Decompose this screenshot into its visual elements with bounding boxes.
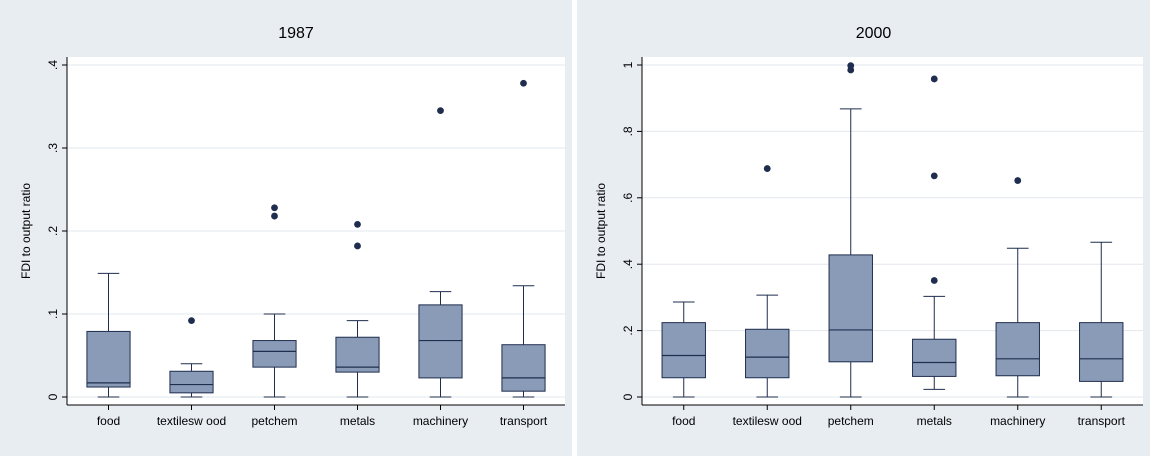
outlier-point	[354, 220, 361, 228]
box-textileswood	[169, 317, 214, 398]
y-tick-label: .4	[621, 259, 635, 269]
y-tick-label: 0	[621, 393, 635, 400]
panel-2000: 2000 0 .2 .4 .6 .8 1 FDI to output ratio food tex…	[577, 0, 1150, 456]
chart-title: 1987	[278, 25, 314, 42]
gridlines	[642, 64, 1143, 398]
x-tick-label: transport	[1078, 414, 1126, 428]
y-axis: 0 .2 .4 .6 .8 1	[621, 57, 643, 405]
iqr-box	[828, 254, 873, 363]
x-tick-label: food	[97, 414, 120, 428]
box-metals	[335, 220, 380, 398]
box-machinery	[995, 177, 1040, 398]
outlier-point	[271, 212, 278, 220]
y-axis-label: FDI to output ratio	[19, 183, 33, 279]
x-tick-label: textilesw ood	[733, 414, 802, 428]
y-tick-label: .3	[46, 143, 60, 153]
iqr-box	[661, 322, 706, 379]
y-tick-label: .8	[621, 126, 635, 136]
box-textileswood	[745, 165, 790, 398]
y-tick-label: .4	[46, 60, 60, 70]
box-machinery	[418, 107, 463, 398]
x-tick-label: machinery	[413, 414, 468, 428]
iqr-box	[1079, 322, 1124, 382]
panel-1987: 1987 0 .1 .2 .3 .4 FDI to output ratio food text…	[0, 0, 572, 456]
boxes	[661, 62, 1124, 398]
boxplot-2000: 2000 0 .2 .4 .6 .8 1 FDI to output ratio food tex…	[577, 0, 1150, 456]
gridlines	[67, 64, 565, 398]
x-tick-label: textilesw ood	[157, 414, 226, 428]
box-transport	[1079, 241, 1124, 398]
iqr-box	[418, 304, 463, 379]
outlier-point	[188, 317, 195, 325]
plot-area	[642, 57, 1143, 405]
y-axis: 0 .1 .2 .3 .4	[46, 57, 68, 405]
y-axis-label: FDI to output ratio	[594, 183, 608, 279]
y-tick-label: 1	[621, 61, 635, 68]
outlier-point	[930, 75, 938, 83]
box-petchem	[828, 62, 873, 398]
x-tick-label: metals	[340, 414, 375, 428]
iqr-box	[252, 340, 297, 368]
chart-title: 2000	[856, 25, 892, 42]
y-tick-label: .2	[46, 226, 60, 236]
outlier-point	[437, 107, 444, 115]
outlier-point	[354, 242, 361, 250]
x-tick-label: food	[672, 414, 695, 428]
y-tick-label: 0	[46, 393, 60, 400]
outlier-point	[520, 79, 527, 87]
box-transport	[501, 79, 546, 398]
box-food	[86, 272, 131, 398]
box-metals	[912, 75, 957, 390]
outlier-point	[1014, 177, 1022, 184]
outlier-point	[271, 204, 278, 212]
outlier-point	[930, 172, 938, 180]
box-petchem	[252, 204, 297, 398]
x-tick-label: petchem	[251, 414, 297, 428]
outlier-point	[847, 62, 855, 70]
x-tick-label: petchem	[828, 414, 874, 428]
outlier-point	[763, 165, 771, 172]
outlier-point	[930, 277, 938, 284]
iqr-box	[912, 338, 957, 377]
iqr-box	[501, 344, 546, 392]
iqr-box	[995, 322, 1040, 377]
x-tick-label: metals	[917, 414, 952, 428]
y-tick-label: .6	[621, 192, 635, 202]
iqr-box	[745, 328, 790, 379]
boxes	[86, 79, 546, 398]
x-tick-label: transport	[500, 414, 548, 428]
box-food	[661, 301, 706, 398]
iqr-box	[86, 330, 131, 388]
iqr-box	[169, 370, 214, 394]
boxplot-1987: 1987 0 .1 .2 .3 .4 FDI to output ratio food text…	[0, 0, 572, 456]
x-tick-label: machinery	[990, 414, 1045, 428]
y-tick-label: .1	[46, 309, 60, 319]
y-tick-label: .2	[621, 325, 635, 335]
iqr-box	[335, 336, 380, 373]
